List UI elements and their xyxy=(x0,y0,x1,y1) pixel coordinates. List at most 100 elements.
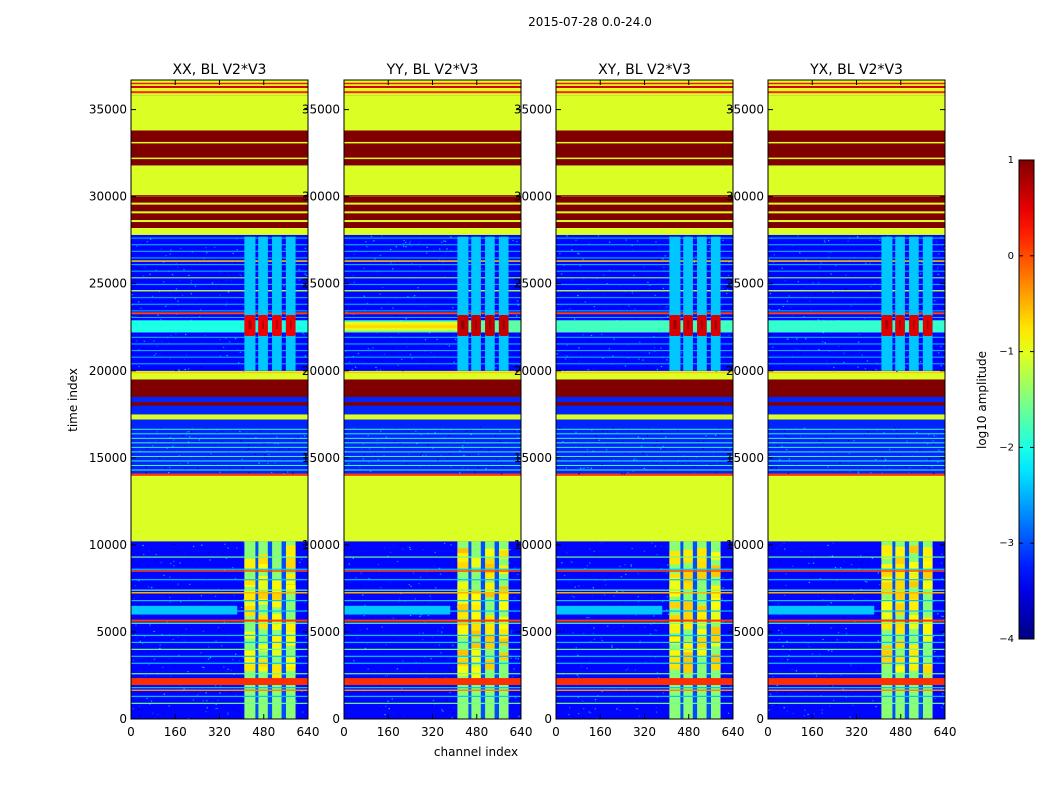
panel-2: YY, BL V2*V3 0 160 320 480 640 0 5000 10000 15000… xyxy=(302,62,533,739)
heatmap-row xyxy=(768,634,945,637)
heatmap-row xyxy=(344,702,521,704)
rfi-blob xyxy=(881,620,893,630)
heatmap-row xyxy=(768,220,945,223)
heatmap-row xyxy=(131,250,308,252)
y-tick-label: 0 xyxy=(544,712,552,726)
y-tick-label: 25000 xyxy=(514,277,552,291)
rfi-blob xyxy=(881,612,893,619)
heatmap-row xyxy=(131,673,308,675)
rfi-blob xyxy=(909,664,919,671)
x-tick-label: 0 xyxy=(340,725,348,739)
heatmap-band xyxy=(344,405,521,415)
rfi-blob xyxy=(471,607,481,617)
flag-dark-band xyxy=(344,130,521,166)
heatmap-row xyxy=(556,641,733,643)
heatmap-row xyxy=(556,336,733,338)
rfi-blob xyxy=(272,645,282,656)
heatmap-row xyxy=(556,662,733,664)
rfi-blob xyxy=(498,550,509,558)
rfi-column xyxy=(485,236,495,371)
heatmap-row xyxy=(344,641,521,643)
heatmap-row xyxy=(556,277,733,279)
x-tick-label: 640 xyxy=(297,725,320,739)
heatmap-row xyxy=(131,363,308,365)
burst-core xyxy=(276,320,278,329)
rfi-blob xyxy=(881,582,893,595)
rfi-blob xyxy=(485,563,495,574)
flag-stripe xyxy=(768,678,945,686)
heatmap-row xyxy=(556,270,733,272)
heatmap-row xyxy=(131,437,308,439)
rfi-blob xyxy=(669,551,681,565)
x-tick-label: 0 xyxy=(127,725,135,739)
rfi-blob xyxy=(485,582,495,594)
rfi-column xyxy=(258,236,268,371)
x-tick-label: 320 xyxy=(633,725,656,739)
heatmap-row xyxy=(131,619,308,622)
flagged-block xyxy=(768,475,945,542)
heatmap-row xyxy=(131,556,308,558)
heatmap-row xyxy=(131,641,308,643)
rfi-blob xyxy=(485,635,495,648)
heatmap-row xyxy=(768,237,945,239)
heatmap-row xyxy=(131,202,308,205)
heatmap-row xyxy=(131,695,308,697)
heatmap-band xyxy=(131,419,308,427)
heatmap-row xyxy=(768,257,945,259)
rfi-blob xyxy=(922,633,933,643)
heatmap-row xyxy=(768,202,945,205)
heatmap-row xyxy=(344,250,521,252)
x-tick-label: 640 xyxy=(722,725,745,739)
heatmap-row xyxy=(344,283,521,285)
rfi-blob xyxy=(244,558,256,571)
burst-core xyxy=(502,320,505,329)
heatmap-row xyxy=(344,316,521,319)
heatmap-row xyxy=(344,363,521,365)
heatmap-row xyxy=(556,648,733,650)
rfi-blob xyxy=(710,626,721,635)
rfi-column xyxy=(909,541,919,719)
heatmap-row xyxy=(344,634,521,637)
heatmap-row xyxy=(344,433,521,435)
y-tick-label: 10000 xyxy=(89,538,127,552)
rfi-blob xyxy=(498,591,509,602)
heatmap-row xyxy=(344,343,521,345)
rfi-blob xyxy=(272,593,282,600)
rfi-blob xyxy=(895,655,905,664)
rfi-blob xyxy=(485,548,495,558)
rfi-blob xyxy=(258,560,268,570)
rfi-column xyxy=(909,236,919,371)
heatmap-row xyxy=(768,260,945,262)
heatmap-row xyxy=(131,455,308,457)
heatmap-row xyxy=(556,211,733,214)
heatmap-row xyxy=(344,589,521,591)
rfi-blob xyxy=(285,584,296,592)
y-tick-label: 25000 xyxy=(302,277,340,291)
rfi-blob xyxy=(710,552,721,560)
heatmap-row xyxy=(131,600,308,602)
heatmap-row xyxy=(344,303,521,305)
rfi-blob xyxy=(710,585,721,597)
heatmap-row xyxy=(768,579,945,581)
rfi-blob xyxy=(922,554,933,569)
heatmap-row xyxy=(768,655,945,657)
burst-core xyxy=(885,320,889,329)
burst-core xyxy=(701,320,703,329)
rfi-column xyxy=(697,236,707,371)
heatmap-row xyxy=(556,472,733,476)
rfi-blob xyxy=(669,577,681,591)
x-tick-label: 320 xyxy=(421,725,444,739)
heatmap-row xyxy=(344,451,521,453)
heatmap-row xyxy=(556,592,733,594)
heatmap-row xyxy=(131,211,308,214)
heatmap-row xyxy=(131,579,308,581)
heatmap-row xyxy=(344,428,521,430)
rfi-blob xyxy=(922,581,933,590)
rfi-blob xyxy=(909,599,919,613)
y-tick-label: 5000 xyxy=(96,625,127,639)
heatmap-row xyxy=(131,277,308,279)
burst-core xyxy=(926,320,929,329)
heatmap-row xyxy=(556,91,733,94)
rfi-blob xyxy=(285,620,296,632)
